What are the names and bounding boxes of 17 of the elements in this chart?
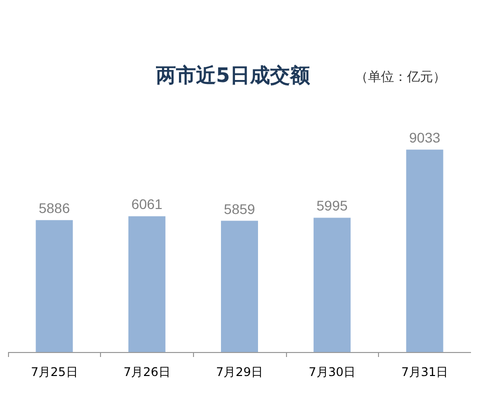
chart-title: 两市近5日成交额	[155, 63, 311, 87]
bar	[36, 220, 73, 352]
x-tick-label: 7月30日	[308, 365, 356, 379]
chart-subtitle: （单位：亿元）	[355, 70, 446, 85]
bar	[406, 150, 444, 352]
x-tick-label: 7月31日	[401, 365, 448, 379]
bar	[220, 220, 258, 352]
bar	[128, 216, 166, 352]
x-tick-label: 7月26日	[123, 365, 170, 379]
x-tick-label: 7月29日	[216, 365, 263, 379]
data-label: 5886	[38, 200, 70, 216]
data-label: 5995	[316, 198, 348, 214]
data-label: 9033	[409, 130, 440, 146]
bar	[314, 218, 351, 352]
x-tick-label: 7月25日	[30, 365, 78, 379]
data-label: 5859	[224, 200, 256, 217]
data-label: 6061	[131, 196, 163, 212]
